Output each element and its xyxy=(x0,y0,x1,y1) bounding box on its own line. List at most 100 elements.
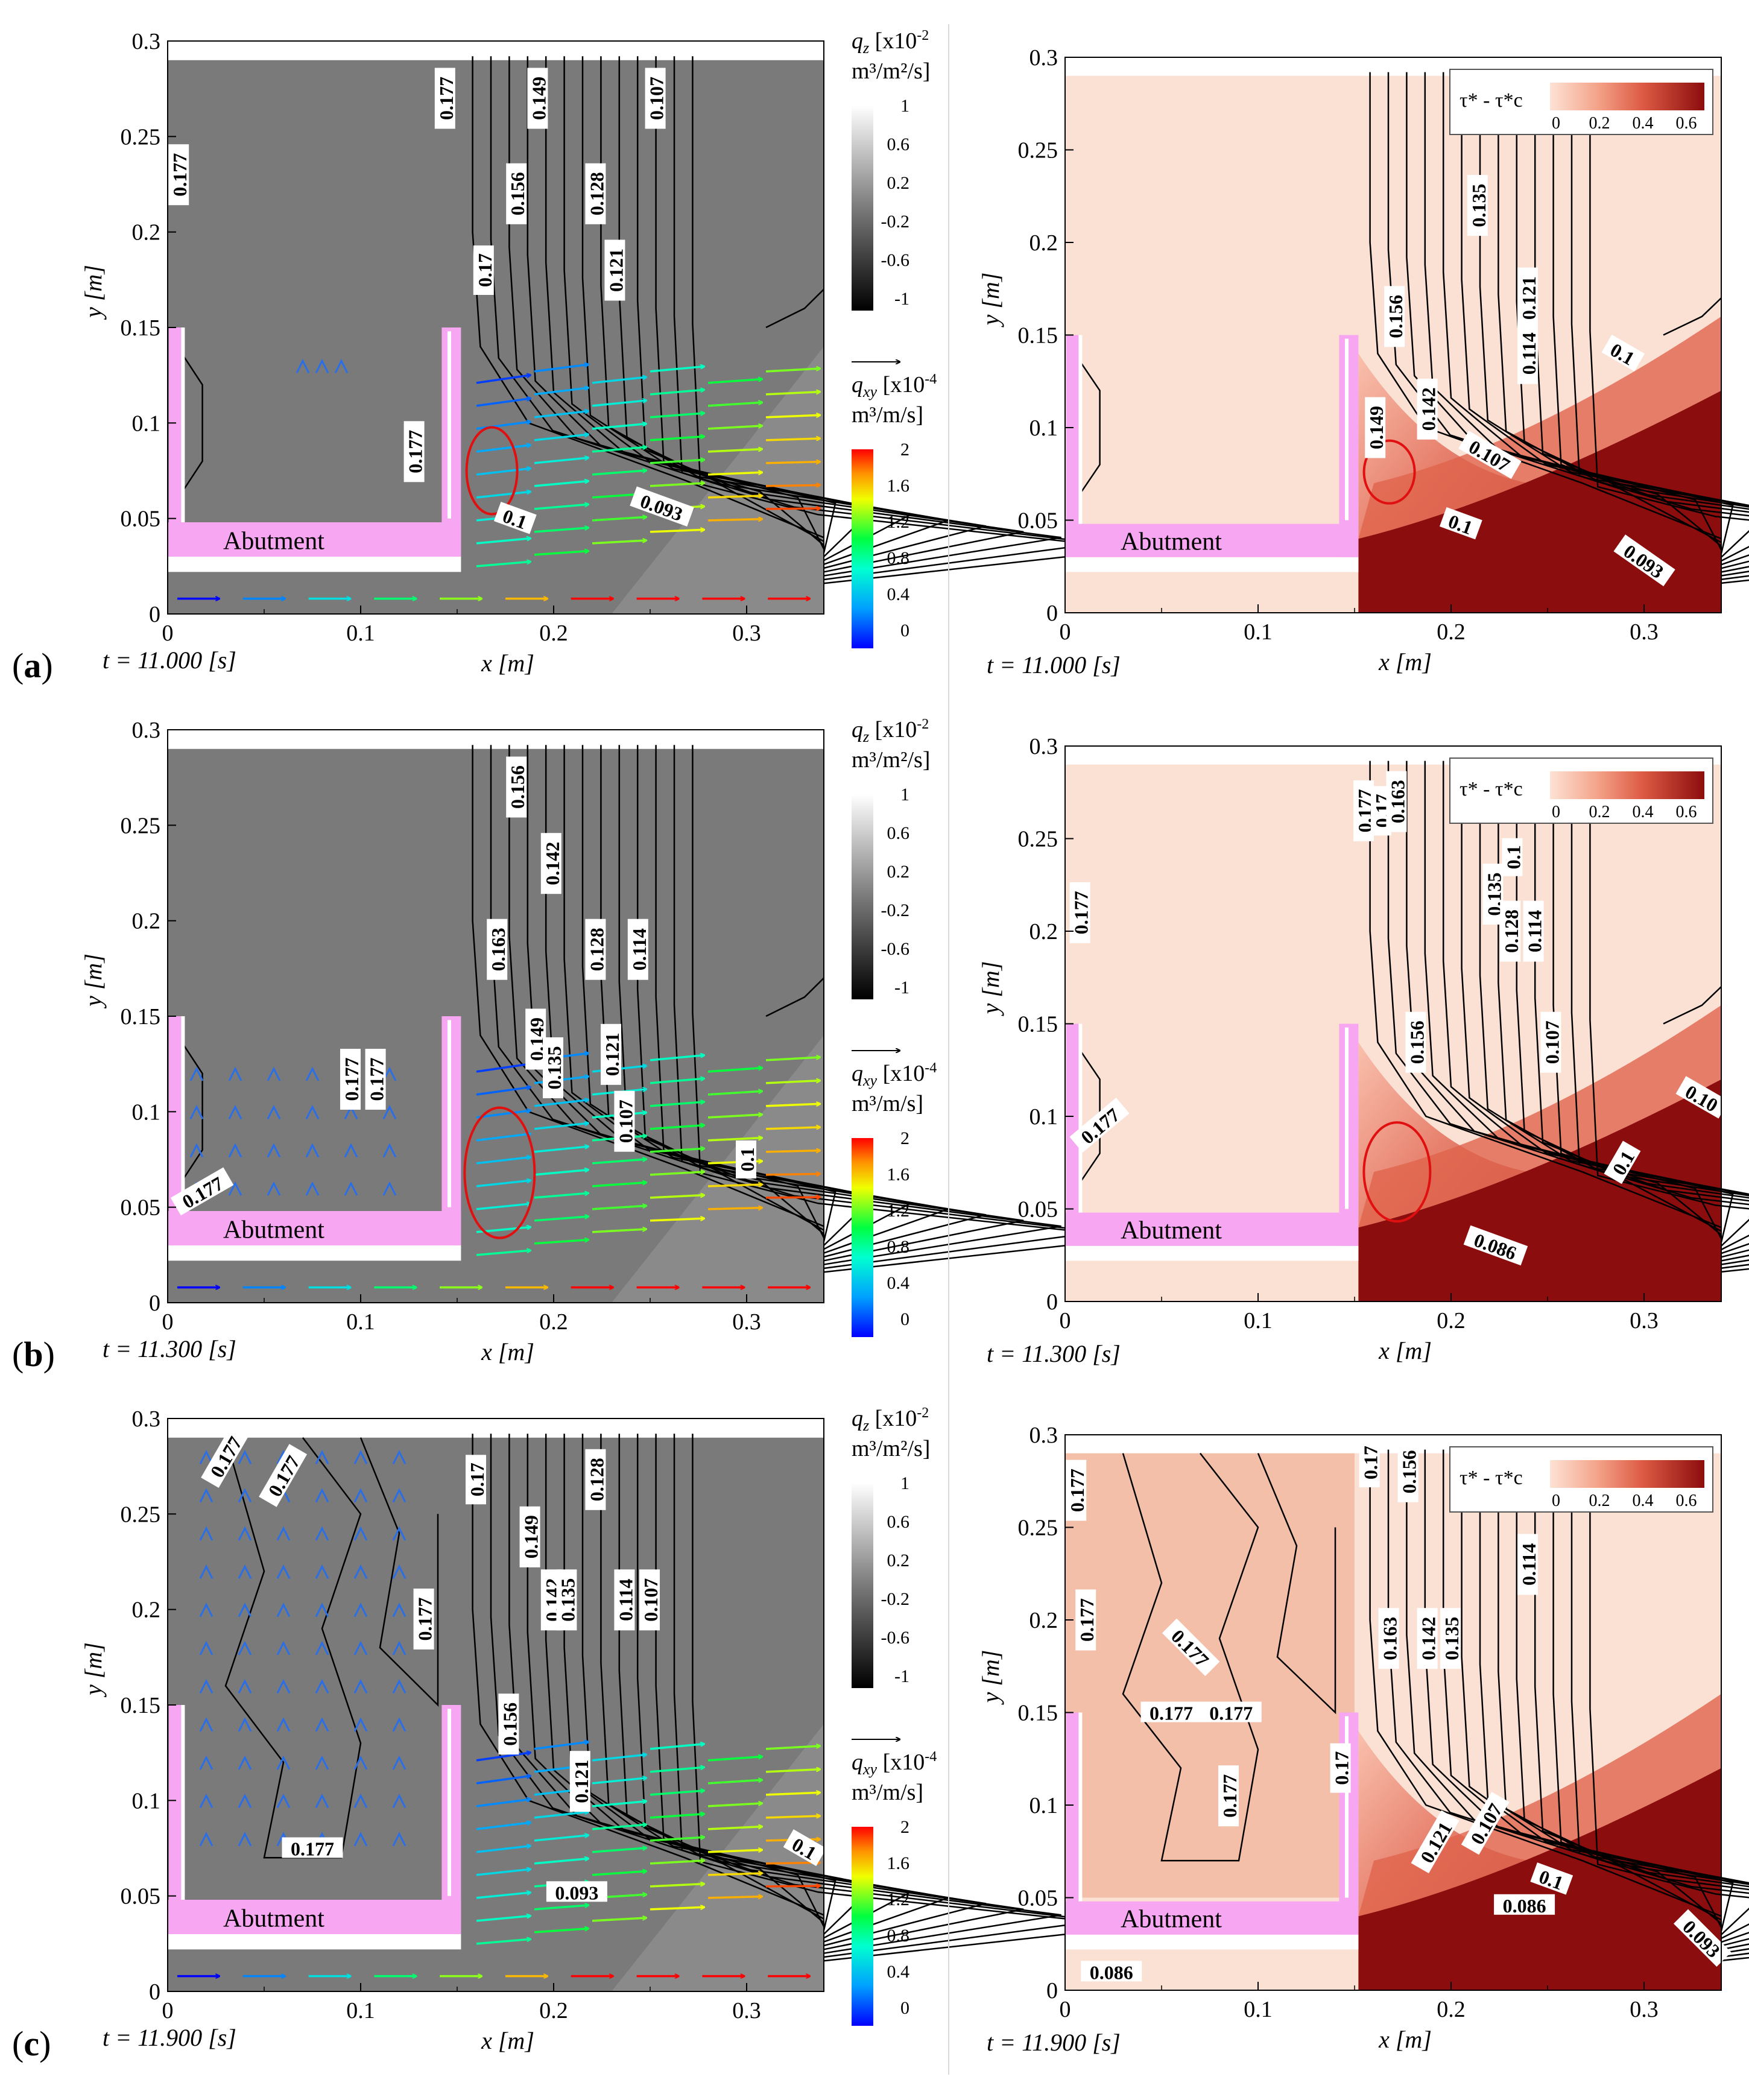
contour-label-bg xyxy=(1523,900,1544,962)
contour-label-text: 0.149 xyxy=(528,77,549,120)
shear-tick-label: 0.4 xyxy=(1633,803,1654,821)
contour-label-text: 0.086 xyxy=(1503,1895,1546,1917)
contour-label-text: 0.121 xyxy=(571,1760,592,1803)
contour-label-text: 0.177 xyxy=(341,1058,362,1101)
x-axis-label: x [m] xyxy=(481,650,534,677)
time-label: t = 11.300 [s] xyxy=(103,1335,236,1362)
y-axis-label: y [m] xyxy=(977,1650,1004,1706)
contour-line xyxy=(1570,1449,1749,1958)
velocity-chevron xyxy=(199,1602,213,1618)
contour-label: 0.1 xyxy=(1502,838,1524,876)
y-tick-label: 0.05 xyxy=(1018,1197,1058,1222)
velocity-chevron xyxy=(315,1717,329,1732)
qz-field-top-blank xyxy=(168,1418,824,1438)
velocity-arrow xyxy=(707,1208,762,1209)
contour-blob xyxy=(765,288,824,329)
contour-label-text: 0.156 xyxy=(507,172,528,215)
velocity-arrow xyxy=(650,1172,704,1176)
y-tick-label: 0.3 xyxy=(1029,1423,1058,1448)
contour-label: 0.114 xyxy=(1517,323,1540,384)
x-tick-label: 0.3 xyxy=(1630,619,1659,645)
velocity-arrow xyxy=(765,1174,820,1175)
velocity-arrow xyxy=(592,400,647,407)
qz-tick-label: -0.2 xyxy=(881,1589,910,1609)
contour-label-text: 0.156 xyxy=(1406,1020,1428,1064)
qz-tick-label: 0.2 xyxy=(887,1551,910,1570)
velocity-arrow xyxy=(476,1776,531,1785)
contour-label-bg xyxy=(1353,780,1374,841)
y-tick-label: 0.1 xyxy=(132,411,161,436)
contour-label-text: 0.107 xyxy=(646,77,668,120)
velocity-chevron xyxy=(199,1488,213,1503)
contour-label: 0.177 xyxy=(413,1589,436,1649)
qxy-colorbar xyxy=(852,1138,873,1337)
abutment-label: Abutment xyxy=(1121,528,1222,556)
contour-label-bg xyxy=(473,245,494,295)
contour-label-bg xyxy=(1440,1608,1461,1669)
abutment-gap-strip xyxy=(1065,1245,1359,1261)
velocity-arrow xyxy=(534,1929,589,1934)
shear-tick-label: 0.6 xyxy=(1676,114,1697,133)
qxy-tick-label: 0.8 xyxy=(887,548,910,568)
contour-label-text: 0.135 xyxy=(1468,184,1490,227)
contour-line xyxy=(1589,1449,1749,1962)
velocity-chevron xyxy=(344,1181,358,1196)
velocity-chevron xyxy=(296,358,310,374)
highlight-circle xyxy=(463,1106,536,1239)
qz-tick-label: -1 xyxy=(894,978,909,998)
velocity-chevron xyxy=(199,1755,213,1770)
contour-label: 0.135 xyxy=(556,1569,578,1631)
contour-label-bg xyxy=(1378,1608,1399,1669)
x-axis-label: x [m] xyxy=(481,2027,534,2054)
velocity-chevron xyxy=(189,1104,204,1120)
contour-label: 0.107 xyxy=(639,1569,662,1631)
velocity-chevron xyxy=(353,1488,368,1503)
contour-label-text: 0.1 xyxy=(1502,845,1524,869)
qz-legend-title: qz [x10-2 xyxy=(852,28,929,57)
contour-label-bg xyxy=(1604,1140,1641,1184)
y-tick-label: 0.1 xyxy=(1029,1793,1058,1818)
qz-legend-title: qz [x10-2 xyxy=(852,716,929,745)
velocity-arrow xyxy=(476,1134,531,1142)
velocity-chevron xyxy=(267,1066,281,1081)
qxy-tick-label: 0.8 xyxy=(887,1926,910,1946)
qz-tick-label: -0.6 xyxy=(881,250,910,270)
velocity-arrow xyxy=(476,1087,531,1096)
contour-label-bg xyxy=(1386,771,1407,832)
contour-line xyxy=(1570,72,1749,580)
velocity-arrow xyxy=(476,1846,531,1853)
contour-label-bg xyxy=(1530,1862,1573,1895)
abutment-right-gap xyxy=(1345,338,1349,520)
abutment-left-gap xyxy=(1078,1712,1083,1907)
contour-line xyxy=(472,1434,824,1916)
contour-line xyxy=(655,1434,1061,1954)
highlight-circle xyxy=(1362,439,1416,505)
velocity-arrow xyxy=(707,1068,762,1073)
contour-label-bg xyxy=(1500,900,1521,962)
contour-label-text: 0.156 xyxy=(1399,1450,1420,1493)
x-tick-label: 0.3 xyxy=(1630,1308,1659,1333)
contour-label-text: 0.1 xyxy=(736,1148,758,1172)
contour-label-bg xyxy=(1162,1618,1220,1677)
contour-label-text: 0.107 xyxy=(1541,1020,1563,1064)
abutment-base xyxy=(168,1900,461,1934)
velocity-arrow xyxy=(765,462,820,463)
y-tick-label: 0.15 xyxy=(121,1004,161,1029)
x-tick-label: 0 xyxy=(1060,619,1071,645)
velocity-arrow xyxy=(534,528,589,533)
contour-label: 0.135 xyxy=(543,1037,565,1098)
contour-label-bg xyxy=(259,1444,308,1507)
velocity-arrow xyxy=(476,1893,531,1899)
velocity-chevron xyxy=(238,1678,252,1694)
velocity-arrow xyxy=(765,1081,820,1084)
contour-line xyxy=(1387,1449,1722,1921)
y-tick-label: 0 xyxy=(1046,1978,1058,2004)
contour-blob xyxy=(1122,1452,1259,1862)
contour-blob xyxy=(1074,353,1101,502)
contour-label: 0.156 xyxy=(498,1694,520,1755)
contour-label-bg xyxy=(1066,1460,1087,1521)
velocity-arrow xyxy=(650,1907,704,1911)
y-tick-label: 0.1 xyxy=(1029,416,1058,441)
velocity-arrow xyxy=(592,377,647,384)
velocity-arrow xyxy=(534,1100,589,1107)
